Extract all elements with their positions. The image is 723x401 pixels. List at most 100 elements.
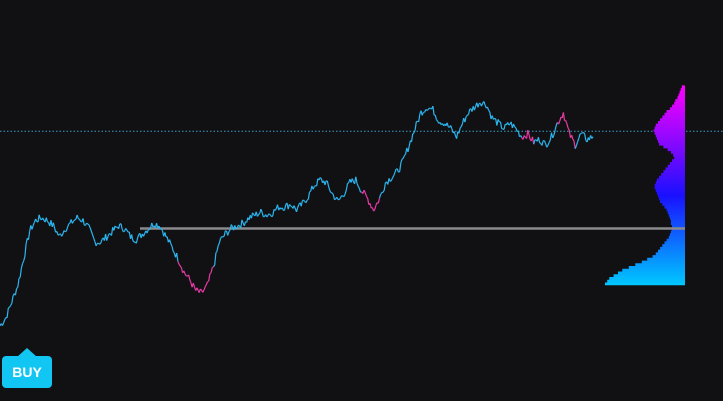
price-segment (20, 263, 24, 269)
price-segment (403, 153, 407, 157)
price-segment (394, 168, 397, 173)
price-segment (196, 287, 199, 291)
price-segment (118, 223, 121, 229)
price-segment (327, 185, 331, 191)
price-segment (73, 219, 76, 222)
price-segment (546, 145, 549, 148)
price-segment (164, 232, 167, 238)
price-segment (52, 222, 56, 229)
price-segment (6, 308, 9, 318)
price-segment (336, 196, 339, 200)
price-segment (258, 213, 261, 216)
price-segment (215, 250, 218, 254)
price-segment (212, 264, 216, 268)
price-segment (287, 204, 290, 210)
price-segment (453, 131, 456, 136)
price-segment (4, 317, 7, 320)
price-segment (358, 188, 362, 193)
price-segment (93, 238, 96, 242)
price-segment (56, 231, 59, 236)
price-segment (392, 175, 395, 178)
price-segment (212, 266, 214, 268)
volume-profile (605, 85, 685, 286)
price-segment (95, 243, 98, 247)
price-segment (90, 230, 94, 235)
price-segment (508, 123, 511, 126)
price-segment (46, 221, 50, 224)
price-segment (240, 219, 243, 229)
price-segment (364, 192, 368, 197)
price-segment (78, 218, 82, 222)
price-segment (367, 198, 370, 205)
price-segment (558, 120, 561, 125)
price-segment (347, 182, 350, 184)
price-segment (312, 186, 315, 190)
price-segment (427, 107, 430, 110)
price-segment (208, 273, 211, 282)
price-segment (374, 204, 377, 210)
price-segment (539, 142, 542, 144)
price-segment (450, 125, 453, 129)
price-segment (426, 109, 429, 112)
price-segment (418, 114, 421, 122)
volume-profile-area (605, 85, 685, 286)
price-segment (221, 235, 224, 238)
price-segment (160, 227, 164, 232)
price-segment (243, 221, 247, 226)
price-segment (132, 240, 135, 243)
price-segment (283, 209, 285, 212)
price-segment (293, 205, 296, 209)
price-segment (582, 131, 584, 134)
price-segment (71, 221, 75, 224)
price-segment (430, 107, 432, 110)
price-segment (389, 180, 392, 182)
price-segment (527, 129, 530, 135)
price-segment (421, 112, 424, 116)
price-segment (338, 197, 341, 201)
price-segment (172, 251, 175, 254)
price-segment (380, 192, 383, 195)
price-segment (135, 237, 139, 244)
price-segment (83, 224, 86, 227)
price-segment (533, 139, 536, 145)
price-segment (553, 130, 556, 136)
price-segment (497, 119, 500, 123)
price-segment (230, 224, 234, 227)
price-segment (467, 114, 469, 116)
price-segment (107, 233, 110, 237)
price-segment (27, 231, 31, 240)
price-segment (260, 208, 263, 213)
price-segment (17, 278, 20, 288)
buy-signal-marker[interactable]: BUY (2, 348, 52, 389)
price-segment (383, 182, 386, 190)
price-segment (326, 180, 330, 187)
price-segment (316, 178, 319, 186)
price-segment (9, 305, 12, 308)
price-segment (477, 103, 480, 108)
price-segment (137, 234, 140, 239)
price-segment (446, 122, 449, 127)
price-segment (434, 115, 437, 120)
price-segment (199, 288, 203, 291)
price-segment (35, 218, 38, 222)
price-segment (357, 186, 360, 189)
buy-button[interactable]: BUY (2, 356, 52, 388)
price-segment (425, 109, 428, 112)
buy-arrow-icon (17, 348, 37, 357)
price-segment (448, 126, 450, 128)
price-segment (473, 106, 477, 111)
price-segment (64, 230, 67, 233)
price-segment (547, 142, 550, 146)
price-segment (241, 219, 244, 224)
price-segment (499, 121, 503, 129)
price-segment (77, 218, 80, 220)
price-segment (528, 134, 531, 140)
price-segment (568, 130, 572, 138)
price-segment (503, 124, 506, 130)
price-segment (274, 208, 277, 211)
price-segment (399, 162, 402, 172)
price-segment (413, 129, 416, 134)
price-segment (491, 115, 494, 120)
price-segment (125, 228, 128, 231)
price-segment (572, 138, 575, 142)
